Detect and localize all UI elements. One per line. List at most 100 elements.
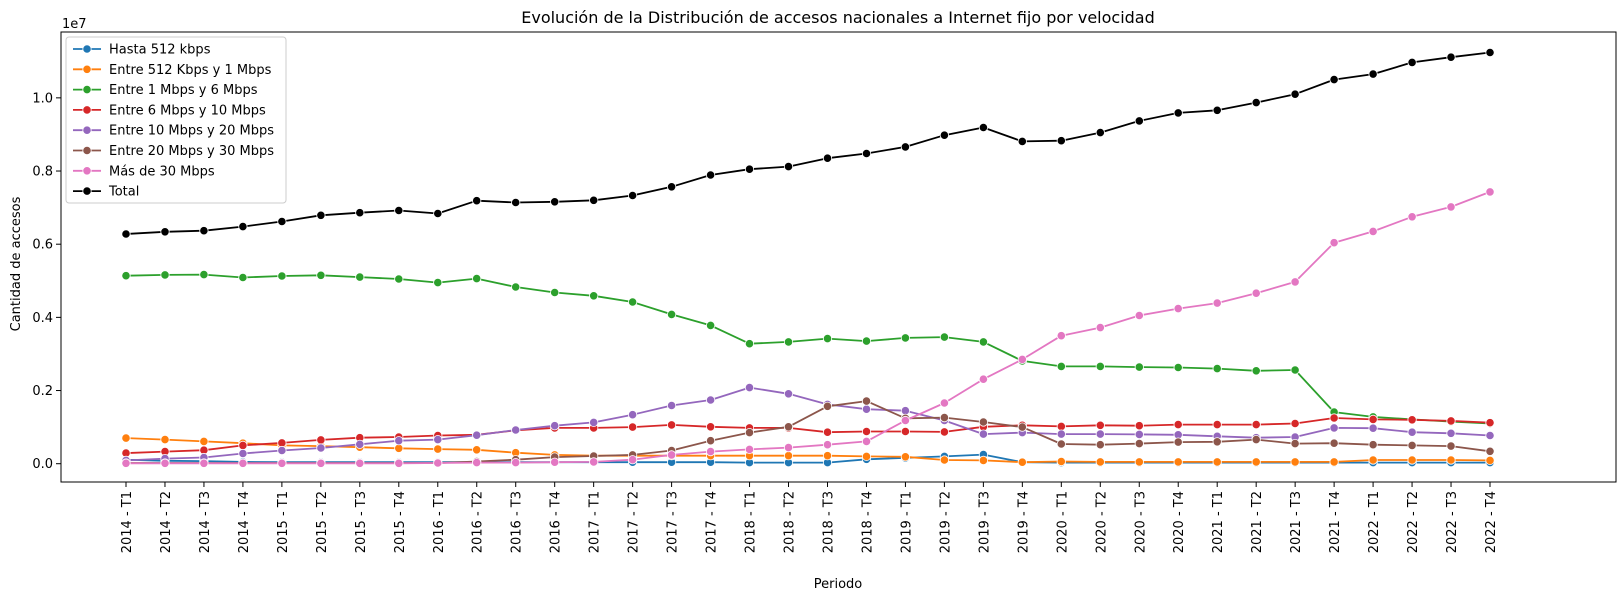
data-point — [550, 421, 560, 431]
x-tick-label: 2020 - T2 — [1094, 491, 1109, 553]
legend-marker — [82, 44, 92, 54]
series-5 — [121, 396, 1495, 468]
data-point — [705, 436, 716, 446]
legend-label: Más de 30 Mbps — [109, 164, 215, 179]
legend-marker — [82, 125, 92, 135]
data-point — [783, 451, 794, 461]
data-point — [705, 446, 716, 457]
data-point — [199, 226, 209, 236]
series-layer — [121, 47, 1495, 468]
series-line — [125, 417, 1491, 454]
data-point — [238, 222, 248, 232]
x-tick-label: 2019 - T2 — [938, 491, 953, 553]
data-point — [1173, 108, 1183, 118]
x-tick-label: 2014 - T4 — [237, 491, 252, 553]
x-tick-label: 2022 - T2 — [1406, 491, 1421, 553]
data-point — [1173, 437, 1183, 447]
data-point — [627, 422, 638, 432]
y-tick-label: 1.0 — [32, 91, 53, 106]
legend-marker — [82, 166, 92, 176]
data-point — [627, 297, 638, 307]
x-tick-label: 2017 - T2 — [627, 491, 642, 553]
x-tick-label: 2017 - T4 — [705, 491, 720, 553]
x-tick-label: 2021 - T1 — [1211, 491, 1226, 553]
data-point — [160, 434, 170, 445]
data-point — [1017, 136, 1027, 146]
data-point — [1017, 354, 1027, 364]
data-point — [1446, 428, 1456, 438]
data-point — [1212, 298, 1222, 308]
legend-marker — [82, 64, 92, 74]
data-point — [1290, 277, 1300, 287]
data-point — [1368, 226, 1378, 236]
data-point — [939, 130, 950, 140]
data-point — [783, 162, 794, 172]
data-point — [1446, 52, 1456, 62]
legend-label: Entre 512 Kbps y 1 Mbps — [109, 63, 272, 78]
series-0 — [121, 449, 1495, 468]
data-point — [1251, 457, 1261, 467]
legend-item: Más de 30 Mbps — [73, 164, 215, 179]
y-tick-label: 0.8 — [32, 165, 53, 180]
data-point — [1017, 457, 1027, 467]
y-tick-label: 0.0 — [32, 457, 53, 472]
data-point — [822, 401, 833, 411]
data-point — [666, 450, 677, 460]
x-tick-label: 2015 - T3 — [354, 491, 369, 553]
legend-label: Hasta 512 kbps — [109, 43, 211, 58]
data-point — [939, 427, 950, 437]
series-line — [125, 386, 1491, 462]
data-point — [1134, 116, 1144, 126]
data-point — [589, 457, 599, 467]
chart-title: Evolución de la Distribución de accesos … — [521, 8, 1155, 27]
data-point — [316, 270, 326, 280]
data-point — [1056, 456, 1066, 467]
data-point — [1446, 416, 1456, 426]
data-point — [1134, 421, 1144, 431]
data-point — [939, 412, 950, 423]
x-tick-label: 2021 - T4 — [1328, 491, 1343, 553]
data-point — [1095, 322, 1105, 333]
data-point — [433, 434, 443, 445]
series-line — [125, 437, 1491, 464]
x-tick-label: 2015 - T4 — [393, 491, 408, 553]
x-tick-label: 2018 - T1 — [744, 491, 759, 553]
data-point — [238, 272, 248, 283]
x-tick-label: 2022 - T3 — [1445, 491, 1460, 553]
data-point — [121, 433, 131, 443]
data-point — [1251, 288, 1261, 298]
data-point — [1446, 441, 1456, 451]
data-point — [627, 190, 638, 201]
data-point — [511, 425, 521, 435]
legend-item: Entre 1 Mbps y 6 Mbps — [73, 83, 258, 98]
legend-item: Total — [73, 185, 139, 200]
data-point — [1290, 457, 1300, 467]
data-point — [589, 291, 599, 301]
data-point — [238, 440, 248, 450]
data-point — [277, 445, 287, 456]
data-point — [1290, 418, 1300, 429]
data-point — [1485, 430, 1495, 441]
data-point — [1251, 366, 1261, 376]
data-point — [1134, 457, 1144, 467]
data-point — [1329, 423, 1339, 433]
data-point — [744, 339, 755, 349]
data-point — [433, 444, 443, 454]
data-point — [394, 436, 404, 446]
data-point — [705, 170, 716, 180]
legend-label: Entre 1 Mbps y 6 Mbps — [109, 83, 258, 98]
legend-marker — [82, 105, 92, 115]
data-point — [1485, 418, 1495, 428]
data-point — [822, 451, 833, 461]
data-point — [1368, 69, 1378, 79]
data-point — [316, 210, 326, 220]
data-point — [1134, 362, 1144, 372]
data-point — [121, 229, 131, 239]
data-point — [978, 429, 989, 439]
data-point — [472, 273, 482, 284]
data-point — [355, 458, 365, 468]
data-point — [1290, 365, 1300, 375]
data-point — [1446, 202, 1456, 212]
data-point — [1056, 361, 1066, 371]
legend-item: Entre 10 Mbps y 20 Mbps — [73, 124, 274, 139]
